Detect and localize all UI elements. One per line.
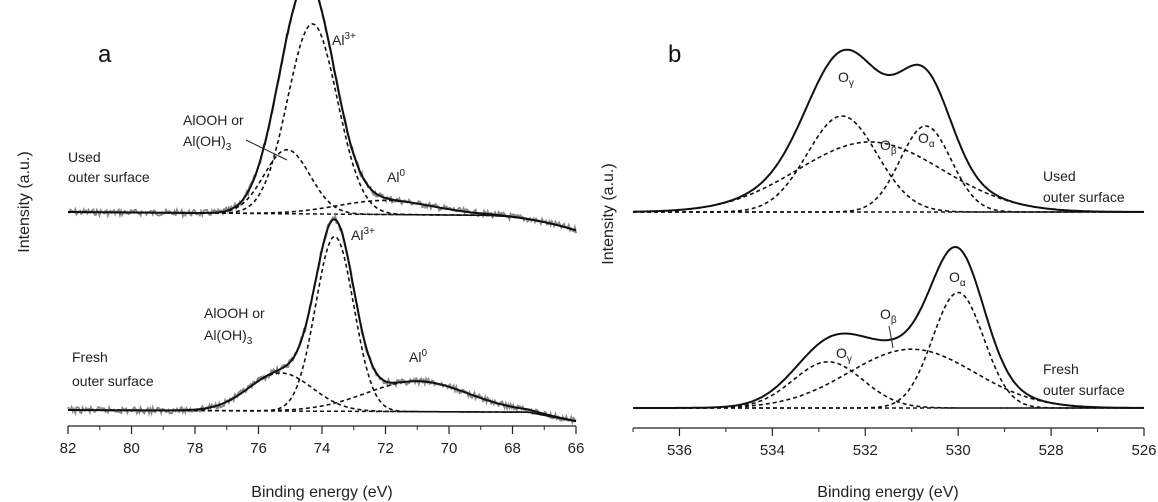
panel-b-curves [633,48,1145,409]
panel-a-tick-label: 70 [441,440,458,457]
panel-b-fresh-label-line2: outer surface [1043,382,1125,398]
panel-b-used-label-line1: Used [1043,168,1076,184]
panel-a-used-al3-label: Al3+ [332,31,356,48]
panel-b-fresh-obeta-label: Oβ [880,306,897,326]
panel-a: a Intensity (a.u.) Binding energy (eV) 8… [16,0,584,501]
panel-a-used-component-1 [68,23,577,232]
panel-a-used-component-2 [68,148,577,232]
panel-b-tick-label: 528 [1039,442,1064,459]
panel-a-ticks: 82 80 78 76 74 72 70 68 66 [60,426,585,457]
panel-b-tick-label: 534 [760,442,785,459]
panel-b-ylabel: Intensity (a.u.) [600,163,617,264]
panel-a-fresh-component-1 [68,235,577,423]
panel-a-used-raw-spectrum [67,0,577,234]
panel-a-fresh-al0-label: Al0 [409,348,427,365]
panel-a-tick-label: 74 [314,440,331,457]
panel-a-used-alooh-label-line2: Al(OH)3 [183,133,232,153]
panel-b-tick-label: 536 [667,442,692,459]
panel-b-used-oalpha-label: Oα [918,130,935,150]
panel-a-used-alooh-label-line1: AlOOH or [183,112,244,128]
panel-b-letter: b [668,41,681,68]
panel-a-used-envelope [68,0,577,232]
panel-b-used-envelope [633,48,1145,213]
panel-a-fresh-label-line1: Fresh [72,349,108,365]
panel-a-fresh-envelope [68,218,577,423]
panel-a-tick-label: 82 [60,440,77,457]
panel-a-tick-label: 78 [187,440,204,457]
panel-a-tick-label: 72 [377,440,394,457]
panel-a-used-label-line2: outer surface [68,169,150,185]
panel-a-xlabel: Binding energy (eV) [251,484,392,501]
panel-a-fresh-label-line2: outer surface [72,373,154,389]
panel-b-used-obeta-label: Oβ [880,137,897,157]
panel-b-fresh-ogamma-label: Oγ [836,345,852,365]
panel-b-tick-label: 530 [946,442,971,459]
panel-b-fresh-oalpha-label: Oα [949,269,966,289]
panel-a-curves [67,0,577,426]
panel-a-tick-label: 68 [504,440,521,457]
panel-a-tick-label: 76 [250,440,267,457]
panel-b-tick-label: 532 [853,442,878,459]
panel-b-fresh-envelope [633,245,1144,409]
panel-a-fresh-alooh-label-line2: Al(OH)3 [204,327,253,347]
panel-a-used-label-line1: Used [68,149,101,165]
panel-b-xlabel: Binding energy (eV) [817,484,958,501]
panel-b: b Intensity (a.u.) Binding energy (eV) 5… [600,41,1157,501]
panel-b-fresh-component-2 [633,348,1144,409]
panel-a-letter: a [98,41,112,68]
panel-a-tick-label: 80 [123,440,140,457]
panel-b-ticks: 536 534 532 530 528 526 [632,428,1157,459]
panel-b-fresh-obeta-leader [888,325,894,349]
panel-b-tick-label: 526 [1131,442,1156,459]
panel-a-fresh-alooh-label-line1: AlOOH or [204,305,265,321]
panel-b-used-component-3 [633,125,1144,213]
panel-a-used-al0-label: Al0 [387,168,405,185]
panel-a-used-alooh-leader [245,139,288,161]
panel-a-ylabel: Intensity (a.u.) [16,151,33,252]
panel-a-fresh-al3-label: Al3+ [351,226,375,243]
panel-b-used-ogamma-label: Oγ [838,69,854,89]
panel-b-fresh-label-line1: Fresh [1043,361,1079,377]
panel-a-tick-label: 66 [568,440,585,457]
panel-b-used-label-line2: outer surface [1043,189,1125,205]
